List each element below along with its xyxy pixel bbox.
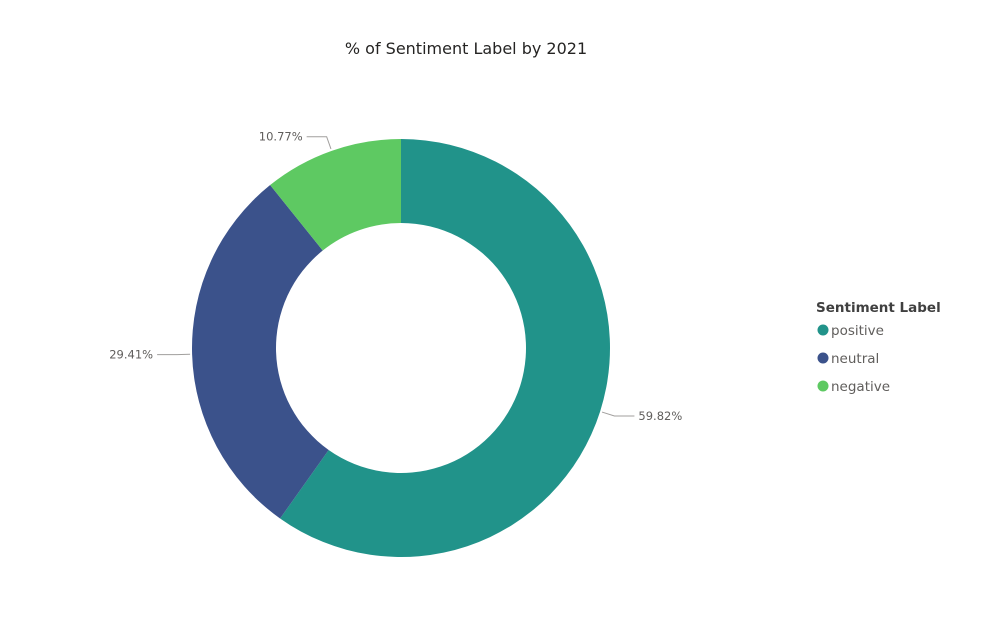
legend-title: Sentiment Label (816, 300, 941, 316)
legend-label-positive: positive (831, 323, 884, 339)
donut-slices (192, 139, 610, 557)
slice-neutral[interactable] (192, 185, 329, 519)
slice-negative[interactable] (270, 139, 401, 251)
data-label-neutral: 29.41% (109, 348, 153, 362)
data-label-negative: 10.77% (259, 130, 303, 144)
data-label-positive: 59.82% (638, 409, 682, 423)
leader-line-negative (306, 136, 332, 150)
legend-marker-negative (817, 380, 829, 392)
legend-label-negative: negative (831, 379, 890, 395)
legend: Sentiment Label positive neutral negative (816, 300, 941, 395)
slice-positive[interactable] (280, 139, 610, 557)
data-labels: 59.82% 29.41% 10.77% (109, 130, 682, 423)
leader-line-positive (601, 411, 635, 417)
legend-label-neutral: neutral (831, 351, 879, 367)
legend-marker-positive (817, 324, 829, 336)
legend-marker-neutral (817, 352, 829, 364)
chart-title: % of Sentiment Label by 2021 (345, 39, 587, 58)
legend-items: positive neutral negative (817, 323, 890, 395)
